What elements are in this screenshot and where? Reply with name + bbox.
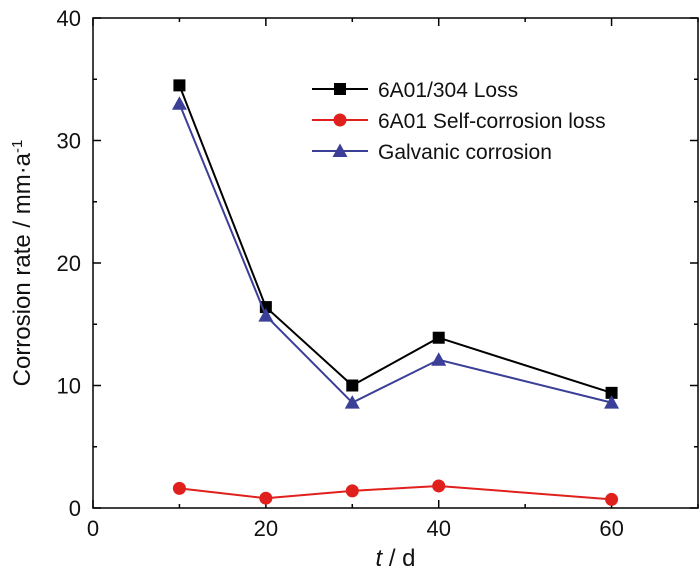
legend-label: 6A01/304 Loss xyxy=(378,79,518,102)
x-axis-title-rest: / d xyxy=(382,545,415,572)
x-tick-label: 20 xyxy=(254,516,278,541)
series-3 xyxy=(171,96,620,409)
data-point xyxy=(432,331,445,344)
y-axis-title-sup: -1 xyxy=(9,140,26,153)
data-point xyxy=(432,479,446,493)
x-tick-label: 0 xyxy=(87,516,99,541)
data-point xyxy=(344,395,360,409)
data-point xyxy=(431,352,447,366)
data-point xyxy=(605,386,618,399)
legend-entry: 6A01/304 Loss xyxy=(312,79,518,102)
legend-entry: 6A01 Self-corrosion loss xyxy=(312,110,606,133)
data-point xyxy=(172,481,186,495)
y-axis-title: Corrosion rate / mm·a-1 xyxy=(9,140,37,387)
legend-label: Galvanic corrosion xyxy=(378,141,552,164)
data-point xyxy=(258,308,274,322)
legend-marker xyxy=(333,113,347,127)
data-point xyxy=(346,379,359,392)
data-point xyxy=(345,484,359,498)
legend-entry: Galvanic corrosion xyxy=(312,141,552,164)
legend-label: 6A01 Self-corrosion loss xyxy=(378,110,606,133)
series-2 xyxy=(172,479,619,506)
data-point xyxy=(259,491,273,505)
y-axis-title-main: Corrosion rate / mm·a xyxy=(9,152,36,386)
y-tick-label: 20 xyxy=(57,251,81,276)
legend-marker xyxy=(334,83,346,95)
legend: 6A01/304 Loss 6A01 Self-corrosion loss Gal… xyxy=(312,79,606,164)
data-point xyxy=(173,79,186,92)
x-axis-title-italic: t xyxy=(375,545,383,572)
y-tick-label: 0 xyxy=(69,496,81,521)
x-axis-title: t / d xyxy=(375,545,415,572)
x-tick-label: 60 xyxy=(599,516,623,541)
data-point xyxy=(604,395,620,409)
series-line xyxy=(179,484,612,501)
data-point xyxy=(171,96,187,110)
y-tick-label: 30 xyxy=(57,129,81,154)
y-tick-label: 40 xyxy=(57,6,81,31)
legend-marker xyxy=(332,143,348,157)
x-tick-label: 40 xyxy=(426,516,450,541)
y-tick-label: 10 xyxy=(57,374,81,399)
data-point xyxy=(605,492,619,506)
